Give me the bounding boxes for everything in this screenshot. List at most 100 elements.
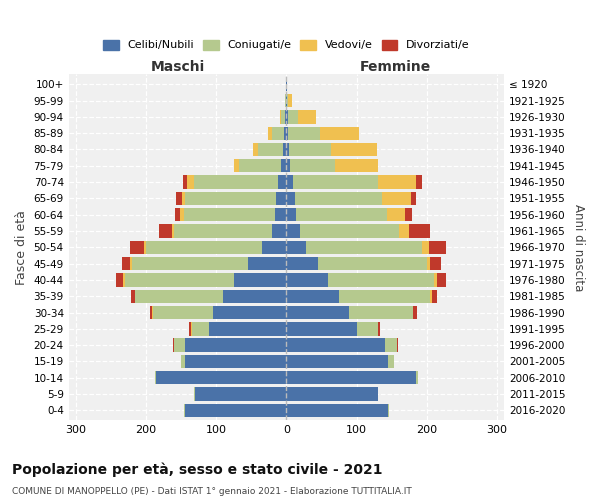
Bar xyxy=(286,208,296,222)
Bar xyxy=(194,176,278,189)
Bar xyxy=(430,257,441,270)
Bar xyxy=(356,322,377,336)
Bar xyxy=(144,240,146,254)
Bar xyxy=(286,159,290,172)
Bar xyxy=(132,257,248,270)
Bar xyxy=(285,110,286,124)
Bar xyxy=(125,273,233,286)
Bar xyxy=(191,322,209,336)
Bar xyxy=(377,322,378,336)
Bar xyxy=(283,143,286,156)
Bar xyxy=(176,192,182,205)
Bar xyxy=(187,176,194,189)
Bar xyxy=(286,355,388,368)
Bar xyxy=(268,126,272,140)
Bar xyxy=(174,338,185,352)
Bar xyxy=(184,404,185,417)
Bar xyxy=(272,224,286,237)
Bar xyxy=(181,355,185,368)
Bar xyxy=(272,126,284,140)
Bar xyxy=(385,338,397,352)
Bar xyxy=(306,240,422,254)
Bar xyxy=(253,143,258,156)
Bar xyxy=(130,240,144,254)
Bar xyxy=(281,159,286,172)
Bar xyxy=(416,371,418,384)
Bar xyxy=(298,110,316,124)
Bar xyxy=(183,176,187,189)
Bar xyxy=(185,404,286,417)
Bar xyxy=(388,208,405,222)
Bar xyxy=(377,176,416,189)
Bar xyxy=(286,192,295,205)
Bar xyxy=(152,306,153,319)
Bar xyxy=(146,240,262,254)
Bar xyxy=(153,306,212,319)
Bar xyxy=(286,240,306,254)
Bar xyxy=(286,273,328,286)
Text: Femmine: Femmine xyxy=(359,60,431,74)
Bar xyxy=(397,338,398,352)
Bar xyxy=(150,306,152,319)
Bar xyxy=(284,126,286,140)
Bar xyxy=(286,224,301,237)
Bar xyxy=(286,404,388,417)
Y-axis label: Fasce di età: Fasce di età xyxy=(15,210,28,285)
Bar xyxy=(288,110,298,124)
Bar xyxy=(124,273,125,286)
Bar xyxy=(416,176,422,189)
Bar xyxy=(185,192,277,205)
Bar xyxy=(131,290,134,303)
Bar xyxy=(185,355,286,368)
Bar xyxy=(194,388,195,400)
Bar xyxy=(289,126,320,140)
Bar xyxy=(328,273,434,286)
Bar xyxy=(320,126,359,140)
Bar xyxy=(172,224,174,237)
Bar xyxy=(413,306,417,319)
Bar xyxy=(209,322,286,336)
Bar xyxy=(275,208,286,222)
Bar xyxy=(190,322,191,336)
Bar xyxy=(248,257,286,270)
Bar xyxy=(116,273,124,286)
Bar xyxy=(331,143,377,156)
Bar xyxy=(157,371,286,384)
Text: COMUNE DI MANOPPELLO (PE) - Dati ISTAT 1° gennaio 2021 - Elaborazione TUTTITALIA: COMUNE DI MANOPPELLO (PE) - Dati ISTAT 1… xyxy=(12,488,412,496)
Bar xyxy=(382,192,410,205)
Bar xyxy=(339,290,430,303)
Bar xyxy=(195,388,286,400)
Bar xyxy=(437,273,446,286)
Bar xyxy=(286,78,287,91)
Bar xyxy=(223,290,286,303)
Bar xyxy=(295,192,382,205)
Legend: Celibi/Nubili, Coniugati/e, Vedovi/e, Divorziati/e: Celibi/Nubili, Coniugati/e, Vedovi/e, Di… xyxy=(98,35,474,55)
Bar xyxy=(175,208,180,222)
Bar xyxy=(280,110,281,124)
Bar xyxy=(296,208,388,222)
Bar xyxy=(422,240,429,254)
Bar xyxy=(239,159,281,172)
Text: Popolazione per età, sesso e stato civile - 2021: Popolazione per età, sesso e stato civil… xyxy=(12,462,383,477)
Bar xyxy=(182,192,185,205)
Bar xyxy=(185,338,286,352)
Bar xyxy=(277,192,286,205)
Bar xyxy=(286,306,349,319)
Bar xyxy=(286,94,287,108)
Bar xyxy=(431,290,437,303)
Bar xyxy=(286,143,289,156)
Bar xyxy=(286,110,288,124)
Bar xyxy=(318,257,427,270)
Bar xyxy=(262,240,286,254)
Bar xyxy=(287,94,289,108)
Bar xyxy=(286,126,289,140)
Bar xyxy=(180,208,184,222)
Bar xyxy=(293,176,377,189)
Bar xyxy=(430,290,431,303)
Bar xyxy=(286,322,356,336)
Bar xyxy=(286,176,293,189)
Bar xyxy=(258,143,283,156)
Bar xyxy=(388,404,389,417)
Bar xyxy=(286,388,377,400)
Bar xyxy=(434,273,437,286)
